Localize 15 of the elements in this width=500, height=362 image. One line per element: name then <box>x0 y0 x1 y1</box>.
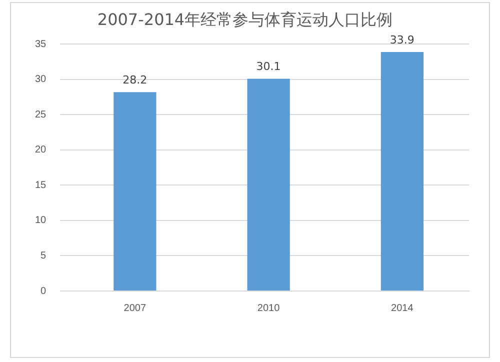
y-tick-label: 0 <box>40 286 47 297</box>
y-tick-label: 15 <box>35 180 47 191</box>
data-label: 33.9 <box>390 33 414 46</box>
chart-title: 2007-2014年经常参与体育运动人口比例 <box>97 10 393 29</box>
data-label: 30.1 <box>256 60 281 74</box>
x-tick-label: 2010 <box>257 302 280 314</box>
x-tick-label: 2014 <box>391 302 414 314</box>
y-tick-label: 25 <box>35 109 47 120</box>
y-tick-label: 5 <box>40 250 47 262</box>
x-tick-label: 2007 <box>124 302 146 314</box>
y-tick-label: 20 <box>35 144 47 156</box>
y-tick-label: 10 <box>35 215 47 226</box>
y-tick-label: 35 <box>35 38 47 50</box>
data-label: 28.2 <box>122 74 148 87</box>
y-tick-label: 30 <box>35 74 47 86</box>
